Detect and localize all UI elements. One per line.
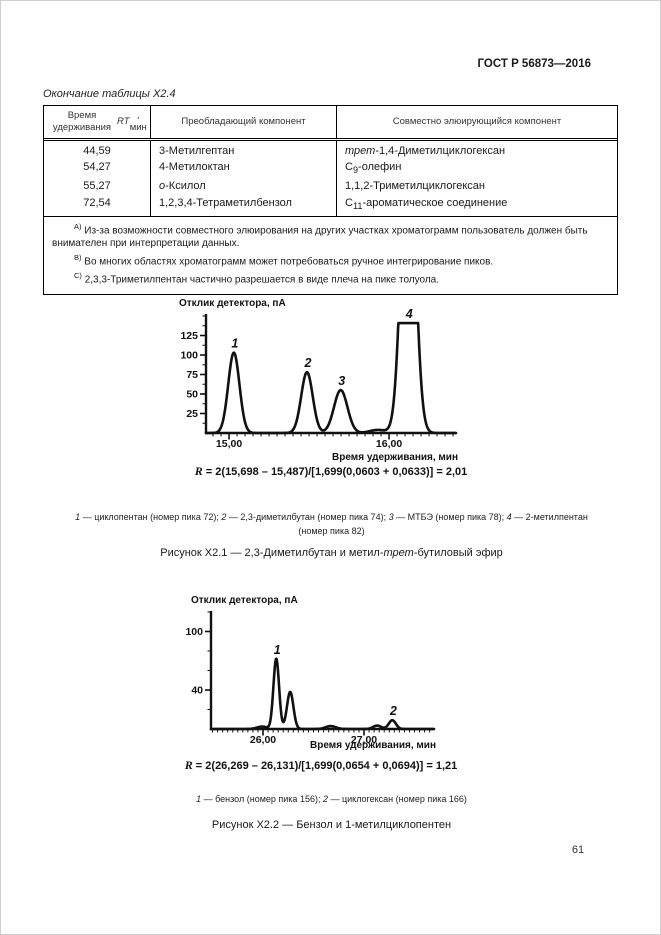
cell-retention-time: 54,27	[44, 159, 151, 179]
x-tick-label: 26,00	[250, 734, 276, 746]
x-axis-title: Время удерживания, мин	[332, 452, 458, 463]
y-tick-label: 100	[185, 626, 203, 638]
table-header-retention-time: Время удерживания RT, мин	[44, 106, 151, 138]
chromatogram-chart-1: 15,00 16,00 25 50 75 100 125 Отклик детектора, …	[179, 298, 458, 463]
table-header-main-component: Преобладающий компонент	[151, 106, 337, 138]
chromatogram-chart-2: 26,00 27,00 40 100 Отклик детектора, пА Время…	[185, 595, 436, 751]
figure-1-legend: 1 — циклопентан (номер пика 72); 2 — 2,3…	[75, 512, 588, 536]
y-tick-label: 125	[180, 330, 198, 342]
footnote-mark: В)	[74, 252, 82, 262]
figure-2-legend: 1 — бензол (номер пика 156); 2 — циклоге…	[196, 794, 467, 804]
chromatogram-trace	[204, 321, 458, 435]
cell-main-component: 3-Метилгептан	[151, 140, 337, 160]
peak-label: 4	[405, 307, 413, 321]
peak-label: 2	[303, 356, 311, 370]
y-tick-label: 50	[186, 389, 198, 401]
cell-retention-time: 44,59	[44, 140, 151, 160]
table-row: 72,54 1,2,3,4-Тетраметилбензол С11-арома…	[44, 194, 617, 216]
chart-axes	[209, 611, 434, 731]
table-header-row: Время удерживания RT, мин Преобладающий …	[44, 106, 617, 141]
y-axis-title: Отклик детектора, пА	[179, 298, 286, 309]
figure-1-title: Рисунок Х2.1 — 2,3-Диметилбутан и метил-…	[160, 547, 503, 559]
figure-2-title: Рисунок Х2.2 — Бензол и 1-метилциклопент…	[211, 819, 452, 831]
y-axis-title: Отклик детектора, пА	[191, 595, 298, 606]
table-row: 55,27 о-Ксилол 1,1,2-Триметилциклогексан	[44, 178, 617, 195]
peak-label: 1	[231, 337, 238, 351]
components-table: Время удерживания RT, мин Преобладающий …	[43, 105, 618, 295]
x-tick-label: 16,00	[376, 438, 402, 450]
footnote-c: С) 2,3,3-Триметилпентан частично разреша…	[74, 270, 440, 285]
cell-main-component: 1,2,3,4-Тетраметилбензол	[151, 194, 337, 216]
table-row: 44,59 3-Метилгептан трет-1,4-Диметилцикл…	[44, 140, 617, 160]
footnote-mark: С)	[74, 270, 82, 280]
formula-variable: R	[184, 758, 193, 772]
footnote-b: В) Во многих областях хроматограмм может…	[74, 252, 494, 267]
chromatogram-trace	[209, 657, 436, 731]
y-tick-label: 100	[180, 350, 198, 362]
table-header-coeluting-component: Совместно элюирующийся компонент	[392, 115, 562, 127]
footnote-mark: А)	[74, 221, 82, 231]
y-tick-label: 40	[191, 685, 203, 697]
resolution-formula-2: R = 2(26,269 – 26,131)/[1,699(0,0654 + 0…	[184, 758, 458, 772]
table-continuation-title: Окончание таблицы Х2.4	[43, 88, 176, 100]
formula-variable: R	[194, 464, 203, 478]
table-body: 44,59 3-Метилгептан трет-1,4-Диметилцикл…	[44, 140, 617, 216]
y-tick-label: 75	[186, 369, 198, 381]
peak-label: 1	[274, 643, 281, 657]
cell-retention-time: 55,27	[44, 178, 151, 195]
page-number: 61	[571, 844, 585, 856]
resolution-formula-1: R = 2(15,698 – 15,487)/[1,699(0,0603 + 0…	[194, 464, 468, 478]
x-axis-title: Время удерживания, мин	[310, 740, 436, 751]
cell-coeluting-component: С9-олефин	[345, 161, 402, 176]
table-row: 54,27 4-Метилоктан С9-олефин	[44, 159, 617, 179]
y-tick-label: 25	[186, 408, 198, 420]
cell-main-component: о-Ксилол	[151, 178, 337, 195]
peak-label: 2	[389, 704, 397, 718]
footnote-a: А) Из-за возможности совместного элюиров…	[52, 221, 588, 249]
cell-coeluting-component: трет-1,4-Диметилциклогексан	[345, 144, 506, 157]
peak-label: 3	[338, 374, 345, 388]
document-header: ГОСТ Р 56873—2016	[477, 58, 591, 70]
cell-coeluting-component: 1,1,2-Триметилциклогексан	[345, 180, 485, 193]
cell-retention-time: 72,54	[44, 194, 151, 216]
x-tick-label: 27,00	[351, 734, 377, 746]
cell-coeluting-component: С11-ароматическое соединение	[345, 196, 508, 211]
table-footnotes: А) Из-за возможности совместного элюиров…	[44, 215, 617, 294]
x-tick-label: 15,00	[216, 438, 242, 450]
cell-main-component: 4-Метилоктан	[151, 159, 337, 179]
